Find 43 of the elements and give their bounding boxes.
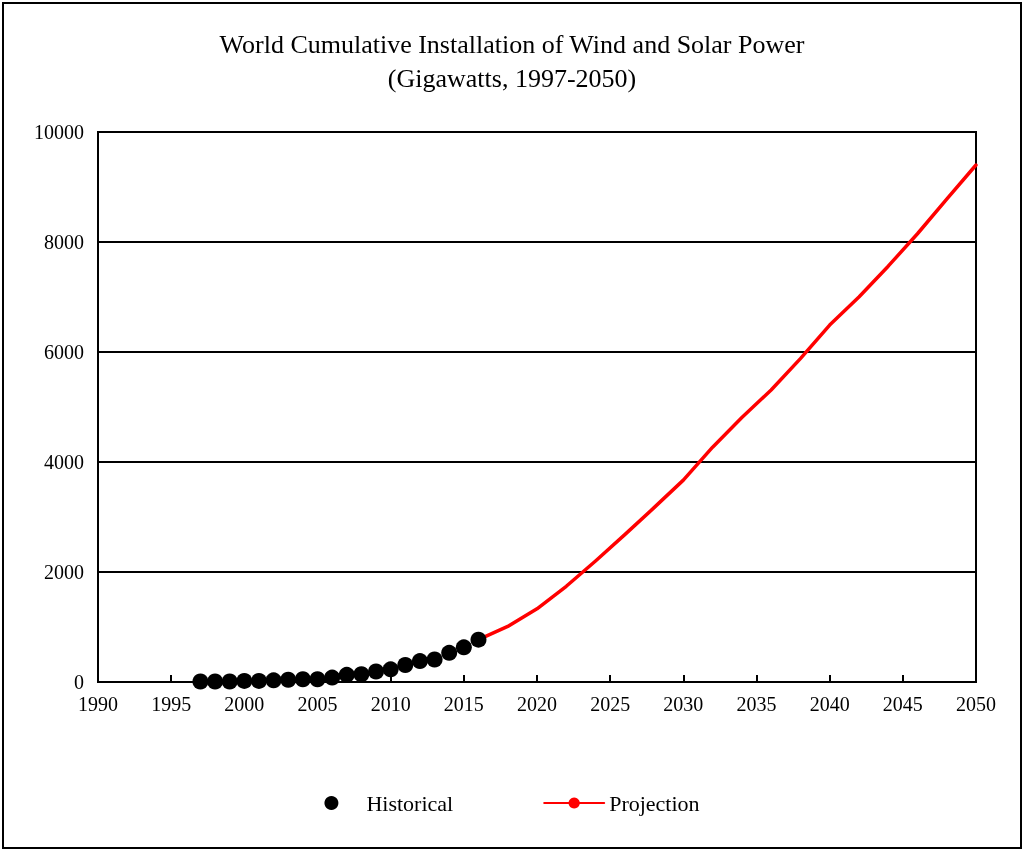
point bbox=[353, 666, 370, 683]
point bbox=[309, 671, 326, 688]
point bbox=[324, 669, 341, 686]
point bbox=[397, 656, 414, 673]
point bbox=[250, 672, 267, 689]
point bbox=[368, 663, 385, 680]
chart-title: World Cumulative Installation of Wind and Solar Power bbox=[219, 29, 805, 59]
point bbox=[221, 673, 238, 690]
x-tick-label: 2050 bbox=[956, 693, 996, 715]
point bbox=[441, 644, 458, 661]
x-tick-label: 2030 bbox=[663, 693, 704, 715]
x-tick-label: 1995 bbox=[151, 693, 192, 715]
point bbox=[294, 671, 311, 688]
y-tick-label: 10000 bbox=[34, 121, 84, 143]
legend-label: Projection bbox=[609, 790, 700, 816]
x-tick-label: 1990 bbox=[78, 693, 118, 715]
y-tick-label: 8000 bbox=[44, 231, 84, 253]
point bbox=[470, 631, 487, 648]
point bbox=[236, 672, 253, 689]
x-tick-label: 2035 bbox=[736, 693, 777, 715]
point bbox=[382, 661, 399, 678]
y-tick-label: 6000 bbox=[44, 341, 84, 363]
point bbox=[265, 672, 282, 689]
x-tick-label: 2045 bbox=[882, 693, 923, 715]
x-tick-label: 2000 bbox=[224, 693, 265, 715]
x-tick-label: 2005 bbox=[297, 693, 338, 715]
x-tick-label: 2040 bbox=[809, 693, 850, 715]
point bbox=[411, 653, 428, 670]
x-tick-label: 2015 bbox=[443, 693, 484, 715]
point bbox=[338, 666, 355, 683]
point bbox=[426, 651, 443, 668]
x-tick-label: 2025 bbox=[590, 693, 631, 715]
y-tick-label: 2000 bbox=[44, 561, 84, 583]
point bbox=[455, 639, 472, 656]
point bbox=[280, 671, 297, 688]
y-tick-label: 0 bbox=[74, 671, 84, 693]
point bbox=[207, 673, 224, 690]
point bbox=[192, 673, 209, 690]
chart-subtitle: (Gigawatts, 1997-2050) bbox=[387, 63, 637, 93]
legend-label: Historical bbox=[366, 790, 454, 816]
x-tick-label: 2010 bbox=[370, 693, 411, 715]
y-tick-label: 4000 bbox=[44, 451, 84, 473]
x-tick-label: 2020 bbox=[517, 693, 557, 715]
